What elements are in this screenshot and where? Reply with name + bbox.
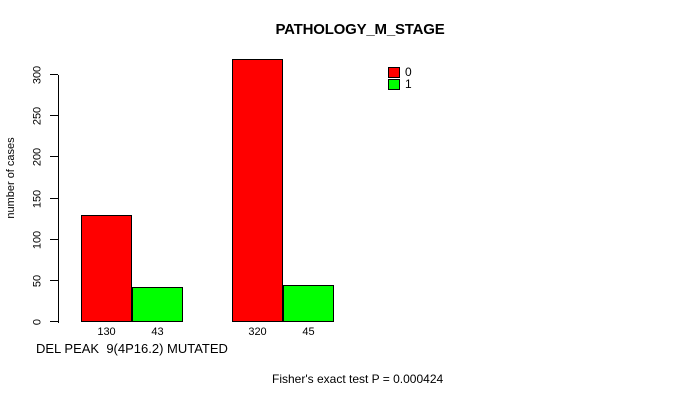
fisher-test-annotation: Fisher's exact test P = 0.000424 bbox=[272, 372, 444, 386]
y-tick bbox=[50, 239, 58, 240]
y-tick bbox=[50, 280, 58, 281]
legend-entry-0: 0 bbox=[388, 66, 412, 78]
bar-series1-group1 bbox=[283, 285, 334, 322]
x-axis-label: DEL PEAK 9(4P16.2) MUTATED bbox=[36, 341, 228, 356]
bar-series0-group0 bbox=[81, 215, 132, 322]
y-tick-label: 100 bbox=[31, 230, 44, 250]
bar-value-label: 320 bbox=[248, 326, 267, 338]
y-tick-label: 50 bbox=[31, 274, 44, 288]
y-tick-label: 250 bbox=[31, 106, 44, 126]
legend-label: 0 bbox=[405, 65, 412, 79]
y-tick-label: 150 bbox=[31, 189, 44, 209]
y-tick bbox=[50, 198, 58, 199]
chart-title: PATHOLOGY_M_STAGE bbox=[275, 21, 445, 38]
y-tick bbox=[50, 74, 58, 75]
y-tick bbox=[50, 321, 58, 322]
legend-swatch-red bbox=[388, 66, 400, 78]
y-tick bbox=[50, 115, 58, 116]
bar-value-label: 130 bbox=[97, 326, 116, 338]
legend: 0 1 bbox=[388, 66, 412, 90]
y-axis-label: number of cases bbox=[5, 137, 17, 219]
bar-series0-group1 bbox=[232, 59, 283, 322]
y-tick bbox=[50, 156, 58, 157]
y-axis-line bbox=[58, 75, 59, 323]
legend-label: 1 bbox=[405, 77, 412, 91]
y-tick-label: 0 bbox=[31, 318, 44, 326]
bar-value-label: 43 bbox=[151, 326, 164, 338]
y-tick-label: 200 bbox=[31, 147, 44, 167]
bar-series1-group0 bbox=[132, 287, 183, 322]
legend-swatch-green bbox=[388, 78, 400, 90]
bar-value-label: 45 bbox=[302, 326, 315, 338]
legend-entry-1: 1 bbox=[388, 78, 412, 90]
y-tick-label: 300 bbox=[31, 65, 44, 85]
